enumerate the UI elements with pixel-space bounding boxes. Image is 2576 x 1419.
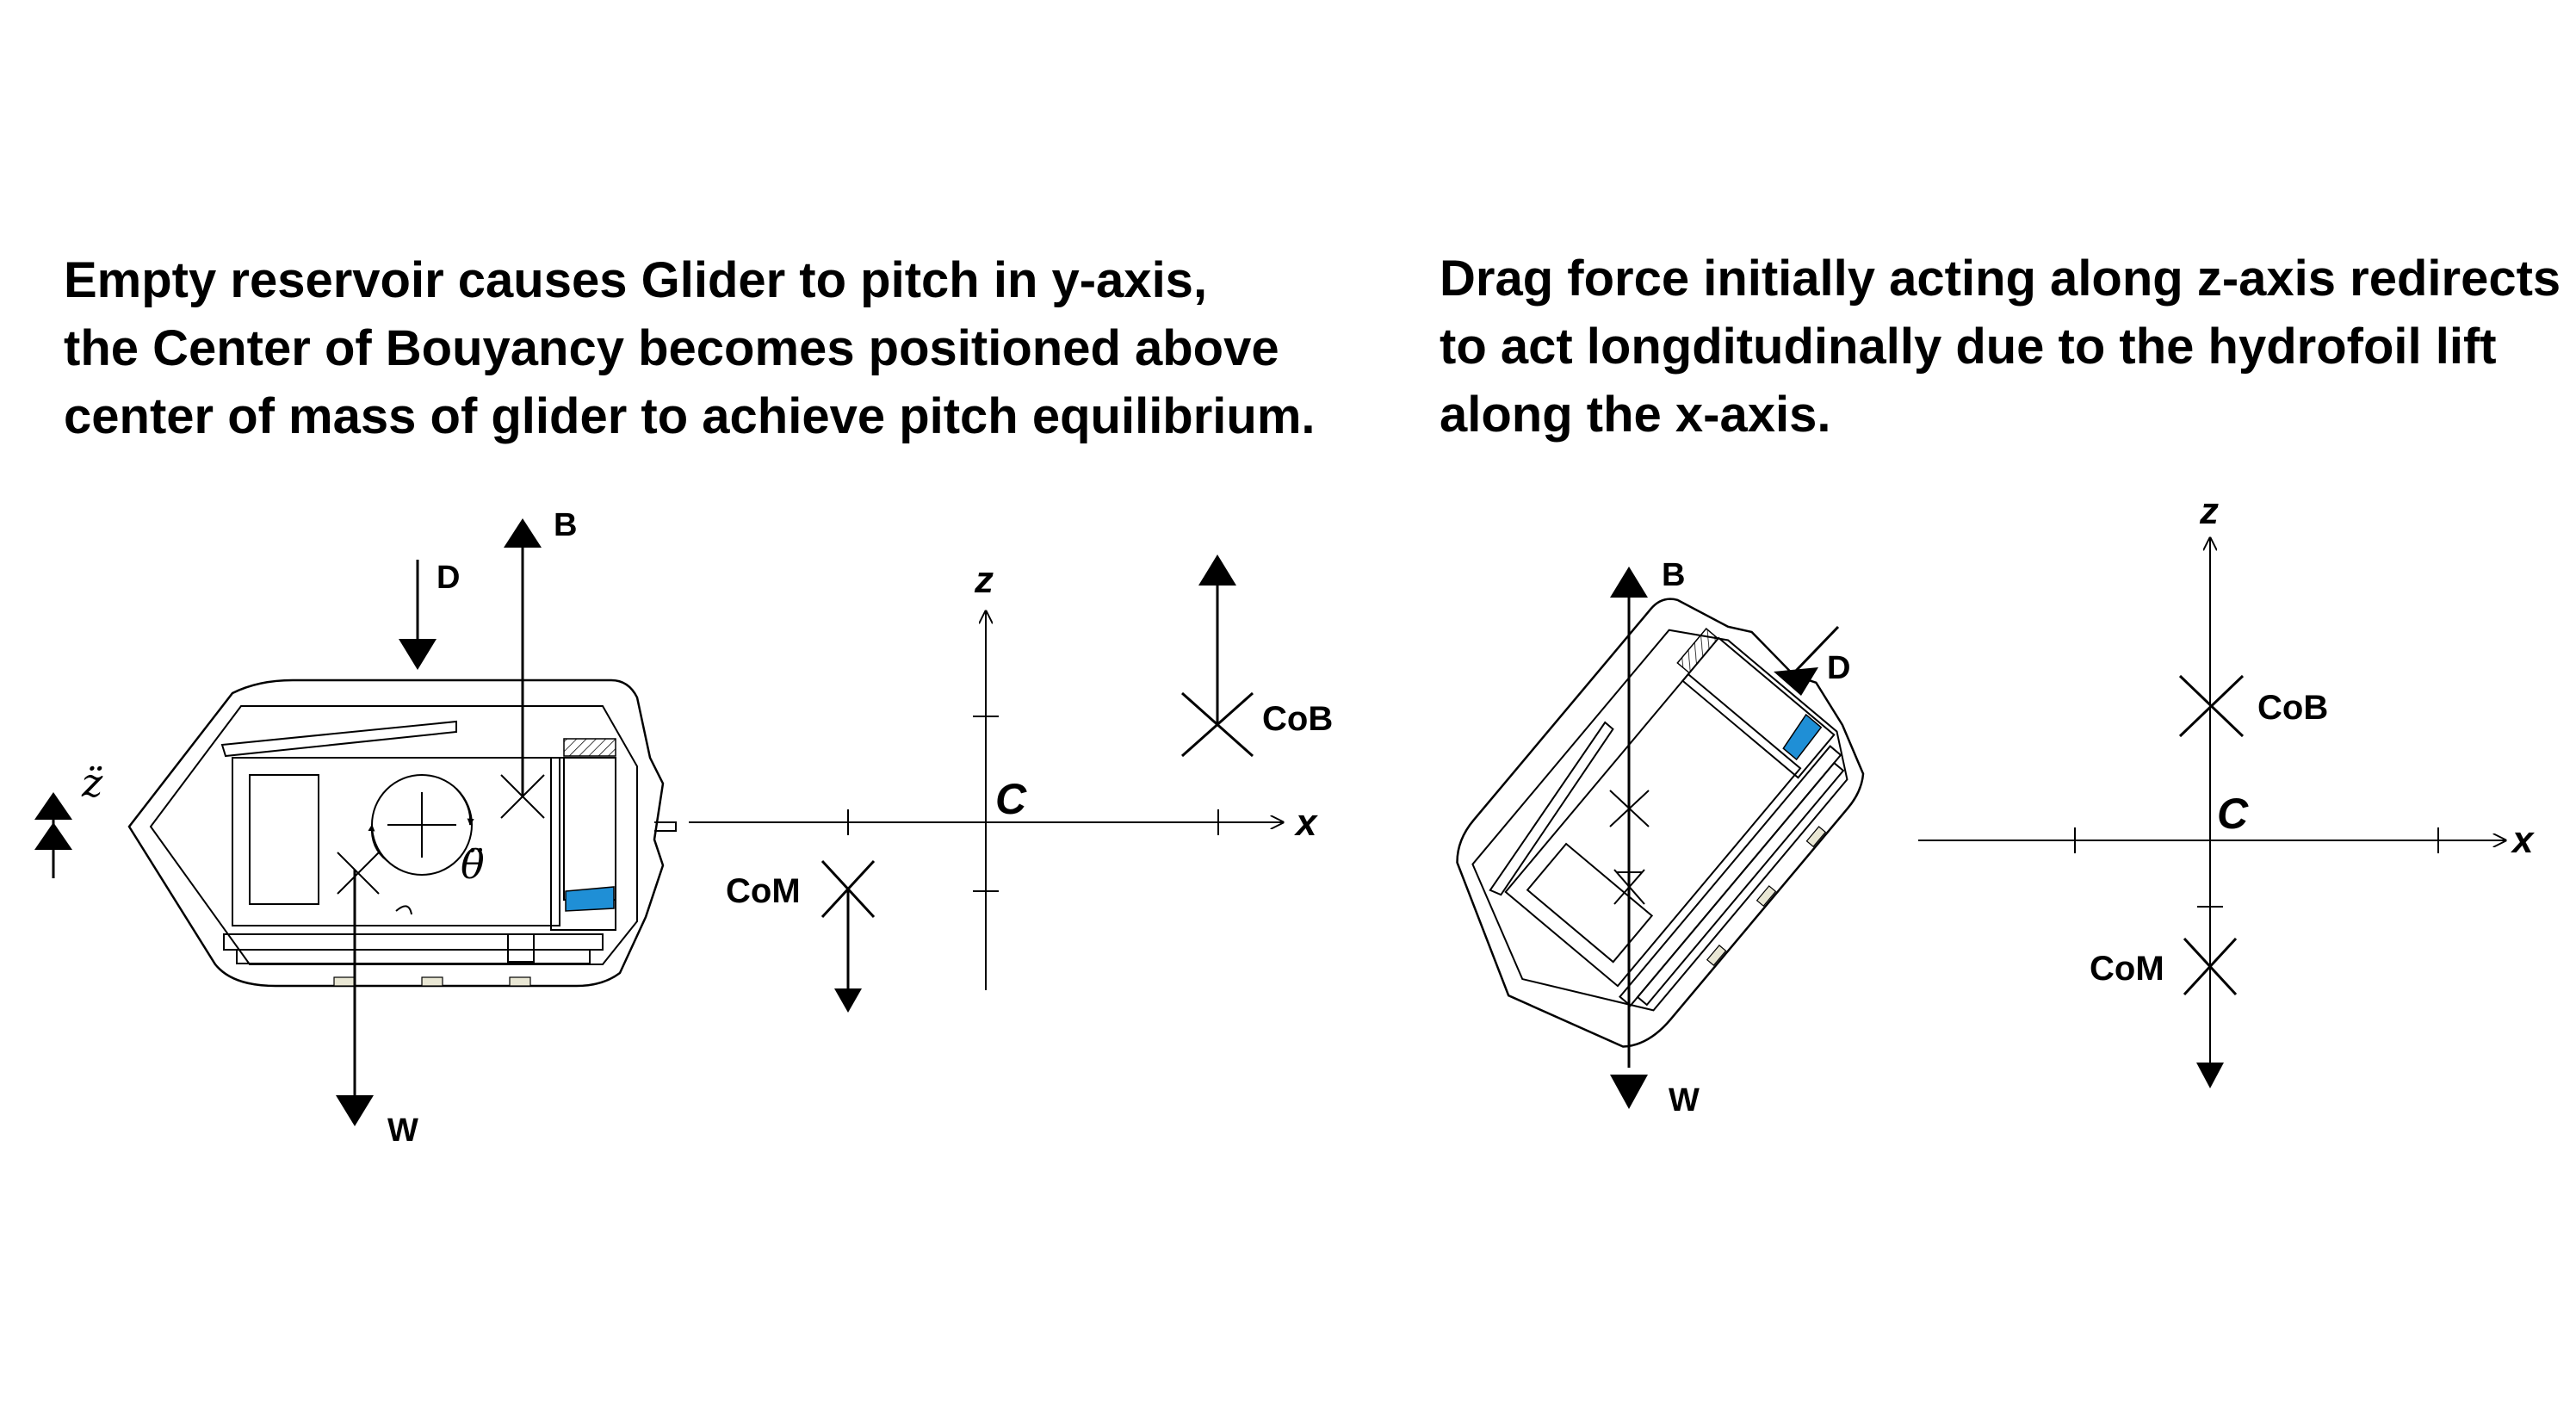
right-buoyancy-arrow (1610, 567, 1648, 1068)
left-panel: Empty reservoir causes Glider to pitch i… (34, 252, 1333, 1149)
left-cob-label: CoB (1262, 700, 1333, 738)
right-caption-line-1: Drag force initially acting along z-axis… (1440, 251, 2561, 307)
left-caption-line-3: center of mass of glider to achieve pitc… (64, 388, 1316, 444)
right-body-markers (1609, 790, 1650, 905)
right-z-axis-label: z (2199, 490, 2219, 532)
left-x-axis-label: x (1294, 802, 1318, 844)
heave-accel-arrow (34, 792, 72, 878)
left-com-marker (820, 859, 876, 1013)
left-caption: Empty reservoir causes Glider to pitch i… (64, 252, 1316, 444)
right-buoyancy-label: B (1662, 557, 1685, 593)
left-weight-label: W (387, 1112, 418, 1149)
left-z-axis-label: z (974, 559, 994, 601)
left-buoyancy-label: B (554, 507, 577, 543)
left-drag-arrow (399, 560, 437, 670)
right-drag-arrow (1774, 625, 1840, 696)
right-glider-body (1456, 598, 1865, 1048)
left-axes (689, 611, 1283, 990)
right-com-marker (2183, 937, 2238, 1088)
heave-accel-label: z̈ (81, 759, 103, 806)
right-drag-label: D (1827, 650, 1850, 686)
left-buoyancy-arrow (504, 518, 542, 796)
left-caption-line-1: Empty reservoir causes Glider to pitch i… (64, 252, 1207, 308)
left-drag-label: D (437, 560, 460, 596)
right-axes (1918, 538, 2505, 1076)
left-weight-arrow (336, 870, 374, 1126)
right-panel: Drag force initially acting along z-axis… (1440, 251, 2574, 1118)
right-weight-arrow (1610, 1075, 1648, 1109)
right-caption-line-2: to act longditudinally due to the hydrof… (1440, 319, 2497, 375)
right-weight-label: W (1669, 1082, 1700, 1118)
left-cob-marker (1181, 555, 1254, 758)
left-origin-label: C (995, 775, 1027, 823)
left-com-label: CoM (726, 872, 801, 910)
pitch-accel-label: θ̈ (461, 841, 485, 888)
right-com-label: CoM (2090, 950, 2164, 988)
right-cob-label: CoB (2257, 689, 2328, 727)
right-cob-marker (2178, 674, 2245, 738)
right-origin-label: C (2217, 790, 2249, 838)
right-caption-line-3: along the x-axis. (1440, 387, 1830, 443)
left-caption-line-2: the Center of Bouyancy becomes positione… (64, 320, 1279, 376)
left-glider-body (127, 679, 677, 988)
right-caption: Drag force initially acting along z-axis… (1440, 251, 2574, 443)
right-x-axis-label: x (2511, 819, 2535, 861)
